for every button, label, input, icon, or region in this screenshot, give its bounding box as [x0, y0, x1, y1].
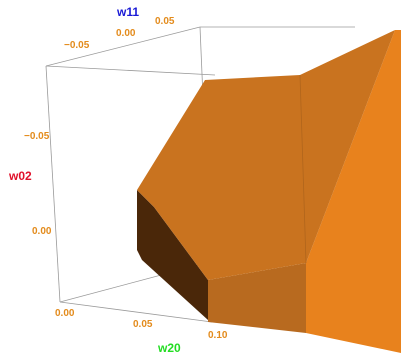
w11-tick-0: 0.05 — [155, 16, 175, 27]
w20-ticks: 0.00 0.05 0.10 — [55, 308, 228, 341]
box-edge-top-front — [45, 65, 216, 76]
w20-tick-1: 0.05 — [133, 319, 153, 330]
w20-tick-0: 0.00 — [55, 308, 75, 319]
w11-tick-1: 0.00 — [116, 28, 136, 39]
w02-tick-1: 0.00 — [32, 226, 52, 237]
axis-title-w02: w02 — [8, 169, 32, 183]
axis-title-w20: w20 — [157, 341, 181, 353]
polytope-face-bottom[interactable] — [208, 263, 306, 333]
polytope-face-main[interactable] — [137, 30, 395, 280]
w11-ticks: 0.05 0.00 −0.05 — [64, 16, 175, 51]
bounding-box — [45, 26, 355, 323]
axis-title-w11: w11 — [116, 5, 139, 19]
polytope-face-dark[interactable] — [137, 190, 208, 320]
polytope-edge — [299, 74, 307, 264]
box-edge-back-left — [45, 65, 61, 303]
w02-ticks: −0.05 0.00 — [24, 131, 52, 237]
box-edge-bottom-front — [59, 301, 213, 323]
w02-tick-0: −0.05 — [24, 131, 50, 142]
w11-tick-2: −0.05 — [64, 40, 90, 51]
polytope-face-right[interactable] — [306, 30, 401, 353]
box-edge-back-top — [45, 26, 201, 67]
w20-tick-2: 0.10 — [208, 330, 228, 341]
polytope[interactable] — [137, 30, 401, 353]
